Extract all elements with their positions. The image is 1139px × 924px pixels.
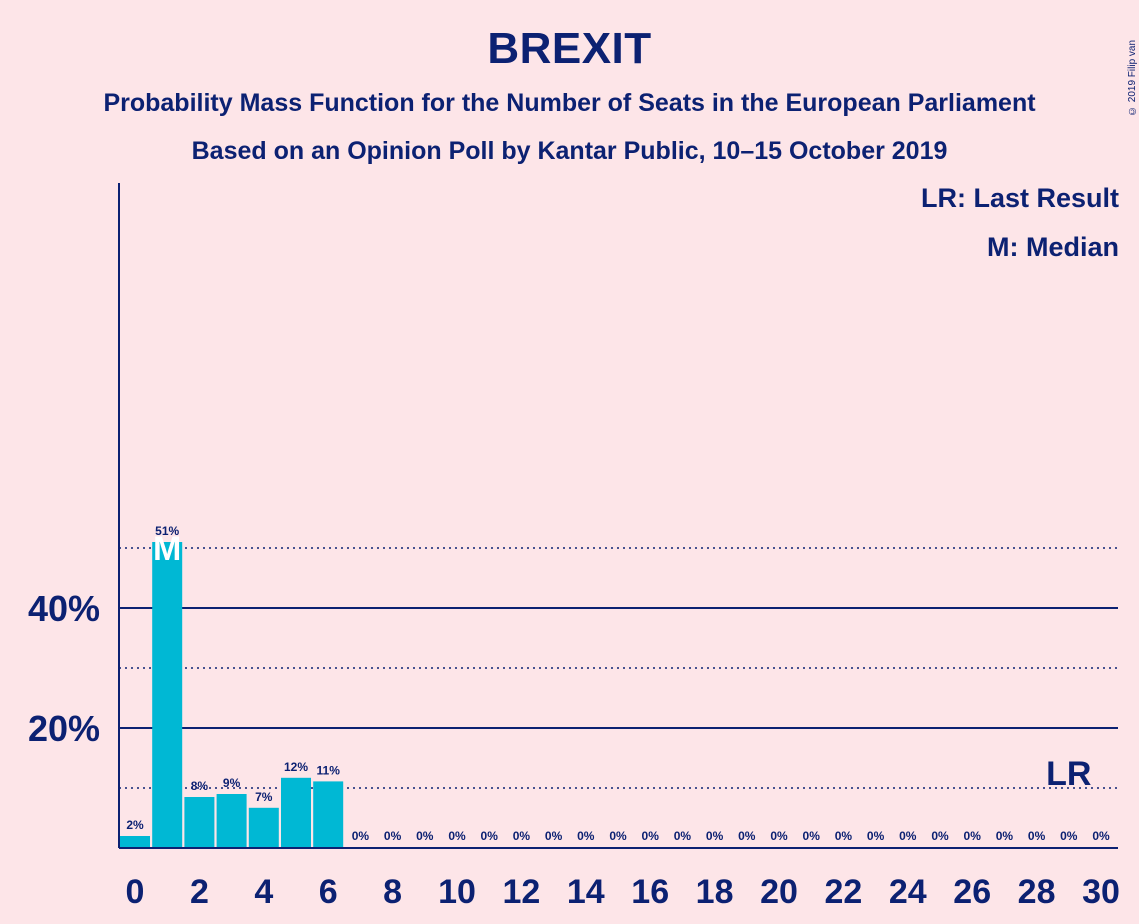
- chart-title: BREXIT: [487, 24, 652, 73]
- bar-value-label: 2%: [126, 818, 144, 832]
- legend-last-result: LR: Last Result: [920, 183, 1119, 213]
- x-tick-label: 6: [319, 873, 338, 911]
- bar-value-label: 0%: [964, 829, 982, 843]
- bar: [313, 781, 344, 848]
- bar-value-label: 0%: [931, 829, 949, 843]
- y-tick-label: 20%: [28, 708, 100, 749]
- x-tick-label: 22: [824, 873, 862, 911]
- bar-value-label: 0%: [803, 829, 821, 843]
- median-marker: M: [153, 530, 181, 568]
- bar-value-label: 0%: [867, 829, 885, 843]
- x-tick-label: 0: [126, 873, 145, 911]
- bar-value-label: 7%: [255, 790, 273, 804]
- x-tick-label: 12: [502, 873, 540, 911]
- x-tick-label: 14: [567, 873, 605, 911]
- last-result-marker: LR: [1046, 755, 1091, 793]
- bar: [248, 807, 279, 848]
- bar-value-label: 0%: [1028, 829, 1046, 843]
- bar: [120, 836, 150, 848]
- bar-value-label: 12%: [284, 760, 308, 774]
- bar-value-label: 51%: [155, 524, 179, 538]
- bar: [152, 542, 183, 848]
- bar-value-label: 0%: [513, 829, 531, 843]
- x-tick-label: 28: [1018, 873, 1056, 911]
- bar-value-label: 0%: [738, 829, 756, 843]
- bar-value-label: 9%: [223, 776, 241, 790]
- bar-value-label: 0%: [416, 829, 434, 843]
- bar-value-label: 0%: [899, 829, 917, 843]
- x-tick-label: 4: [254, 873, 273, 911]
- x-tick-label: 20: [760, 873, 798, 911]
- x-tick-label: 18: [696, 873, 734, 911]
- bar: [216, 794, 247, 848]
- bar-value-label: 8%: [191, 779, 209, 793]
- x-tick-label: 10: [438, 873, 476, 911]
- bar-value-label: 0%: [835, 829, 853, 843]
- bar-value-label: 11%: [317, 763, 341, 777]
- x-tick-label: 24: [889, 873, 927, 911]
- bar: [184, 797, 215, 848]
- chart-subtitle-2: Based on an Opinion Poll by Kantar Publi…: [191, 137, 948, 165]
- bar-value-label: 0%: [770, 829, 788, 843]
- x-tick-label: 30: [1082, 873, 1120, 911]
- bar-value-label: 0%: [996, 829, 1014, 843]
- chart-subtitle-1: Probability Mass Function for the Number…: [103, 89, 1036, 117]
- bar-value-label: 0%: [384, 829, 402, 843]
- bar-value-label: 0%: [674, 829, 692, 843]
- bar-value-label: 0%: [1092, 829, 1110, 843]
- bar-value-label: 0%: [352, 829, 370, 843]
- legend-median: M: Median: [987, 232, 1119, 262]
- bar-value-label: 0%: [448, 829, 466, 843]
- bar: [281, 777, 311, 848]
- x-tick-label: 2: [190, 873, 209, 911]
- x-tick-label: 16: [631, 873, 669, 911]
- bar-value-label: 0%: [1060, 829, 1078, 843]
- x-tick-label: 8: [383, 873, 402, 911]
- y-tick-label: 40%: [28, 588, 100, 629]
- bar-value-label: 0%: [545, 829, 563, 843]
- bar-value-label: 0%: [642, 829, 660, 843]
- bar-value-label: 0%: [706, 829, 724, 843]
- bar-value-label: 0%: [577, 829, 595, 843]
- bar-value-label: 0%: [609, 829, 627, 843]
- x-tick-label: 26: [953, 873, 991, 911]
- bar-value-label: 0%: [481, 829, 499, 843]
